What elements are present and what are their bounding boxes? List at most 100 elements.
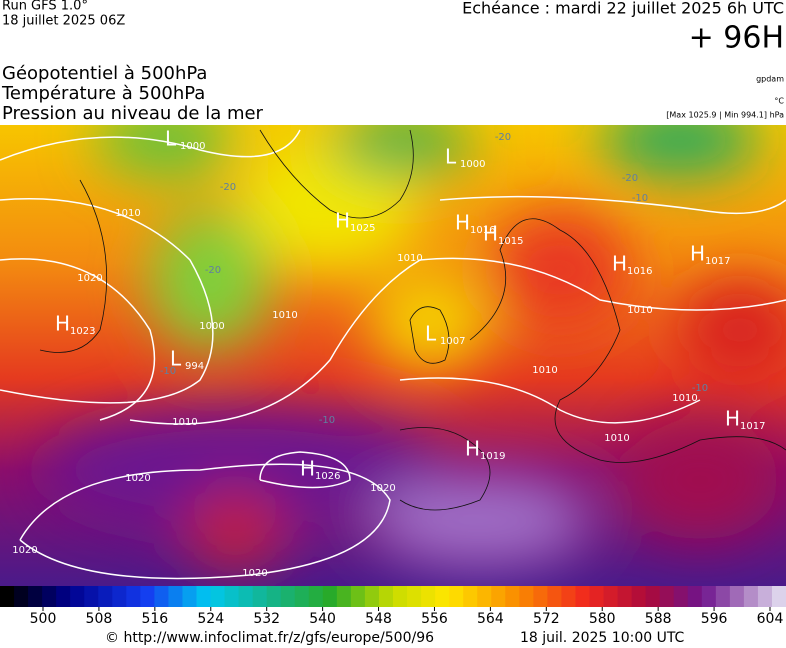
- isobar-label: 1010: [115, 208, 140, 219]
- center-letter: H: [455, 211, 470, 235]
- colorbar-tick-label: 548: [365, 611, 392, 627]
- center-pressure: 1026: [315, 471, 340, 482]
- colorbar-swatch: [477, 586, 492, 607]
- valid-time: Echéance : mardi 22 juillet 2025 6h UTC: [462, 0, 784, 18]
- lead-time: + 96H: [689, 21, 784, 56]
- isobar-label: 1010: [672, 393, 697, 404]
- isobar-label: 1010: [627, 305, 652, 316]
- center-pressure: 1000: [180, 141, 205, 152]
- colorbar-tick-label: 508: [86, 611, 113, 627]
- colorbar-tick-label: 500: [30, 611, 57, 627]
- colorbar-swatch: [715, 586, 731, 607]
- colorbar-tick-label: 540: [309, 611, 336, 627]
- temperature-label: -10: [632, 193, 648, 204]
- colorbar-swatch: [743, 586, 759, 607]
- colorbar-swatch: [547, 586, 562, 607]
- colorbar-swatch: [238, 586, 254, 607]
- colorbar-swatch: [603, 586, 619, 607]
- center-pressure: 994: [185, 361, 204, 372]
- colorbar-swatch: [84, 586, 99, 607]
- temperature-label: -10: [692, 383, 708, 394]
- colorbar-swatch: [729, 586, 745, 607]
- colorbar-tick-label: 604: [757, 611, 784, 627]
- center-pressure: 1007: [440, 336, 465, 347]
- center-pressure: 1017: [705, 256, 730, 267]
- colorbar-swatch: [505, 586, 520, 607]
- colorbar-swatch: [645, 586, 661, 607]
- temperature-label: -10: [160, 366, 176, 377]
- temperature-label: -20: [220, 182, 236, 193]
- isobars: [0, 129, 786, 580]
- colorbar-swatch: [350, 586, 366, 607]
- temperature-label: -20: [622, 173, 638, 184]
- temperature-label: -20: [205, 265, 221, 276]
- colorbar-tick-label: 516: [141, 611, 168, 627]
- colorbar-swatch: [378, 586, 394, 607]
- colorbar-swatch: [224, 586, 240, 607]
- colorbar-swatch: [659, 586, 675, 607]
- colorbar-tick-label: 556: [421, 611, 448, 627]
- temperature-label: -10: [319, 415, 335, 426]
- center-letter: H: [300, 457, 315, 481]
- colorbar-swatch: [182, 586, 197, 607]
- colorbar-swatch: [308, 586, 324, 607]
- isobar-label: 1000: [199, 321, 224, 332]
- center-pressure: 1000: [460, 159, 485, 170]
- center-letter: L: [170, 347, 182, 371]
- colorbar-swatch: [393, 586, 408, 607]
- isobar-label: 1020: [77, 273, 102, 284]
- colorbar-swatch: [42, 586, 57, 607]
- isobar-label: 1020: [242, 568, 267, 579]
- colorbar-swatch: [687, 586, 703, 607]
- isobar-label: 1010: [532, 365, 557, 376]
- colorbar-swatch: [70, 586, 85, 607]
- center-letter: H: [612, 252, 627, 276]
- coastlines: [39, 129, 786, 511]
- colorbar-swatch: [14, 586, 29, 607]
- colorbar-tick-label: 596: [701, 611, 728, 627]
- isobar-label: 1020: [12, 545, 37, 556]
- colorbar-swatch: [280, 586, 296, 607]
- isobar-label: 1010: [397, 253, 422, 264]
- colorbar-swatch: [757, 586, 773, 607]
- colorbar-tick-label: 580: [589, 611, 616, 627]
- center-pressure: 1025: [350, 223, 375, 234]
- colorbar-swatch: [140, 586, 155, 607]
- center-letter: H: [690, 242, 705, 266]
- colorbar-swatch: [364, 586, 380, 607]
- center-letter: H: [483, 222, 498, 246]
- run-date: 18 juillet 2025 06Z: [2, 14, 125, 29]
- colorbar-tick-label: 588: [645, 611, 672, 627]
- isobar-label: 1010: [172, 417, 197, 428]
- unit-label: °C: [774, 97, 784, 106]
- colorbar-swatch: [210, 586, 226, 607]
- colorbar-swatch: [266, 586, 282, 607]
- isobar-label: 1010: [272, 310, 297, 321]
- colorbar-swatch: [56, 586, 71, 607]
- center-pressure: 1016: [470, 225, 495, 236]
- colorbar-swatch: [701, 586, 717, 607]
- center-letter: L: [165, 127, 177, 151]
- colorbar-swatch: [631, 586, 647, 607]
- center-letter: H: [55, 312, 70, 336]
- colorbar-swatch: [589, 586, 605, 607]
- isobar-label: 1010: [604, 433, 629, 444]
- temperature-label: -20: [495, 132, 511, 143]
- colorbar-swatch: [252, 586, 268, 607]
- field-name: Pression au niveau de la mer: [2, 103, 264, 124]
- colorbar-swatch: [519, 586, 534, 607]
- colorbar-tick-label: 572: [533, 611, 560, 627]
- center-pressure: 1017: [740, 421, 765, 432]
- colorbar-swatch: [533, 586, 548, 607]
- colorbar-swatch: [407, 586, 422, 607]
- colorbar-swatch: [28, 586, 43, 607]
- center-pressure: 1015: [498, 236, 523, 247]
- colorbar-swatch: [463, 586, 478, 607]
- colorbar-tick-label: 532: [253, 611, 280, 627]
- center-letter: H: [465, 437, 480, 461]
- colorbar-swatch: [575, 586, 590, 607]
- center-letter: H: [725, 407, 740, 431]
